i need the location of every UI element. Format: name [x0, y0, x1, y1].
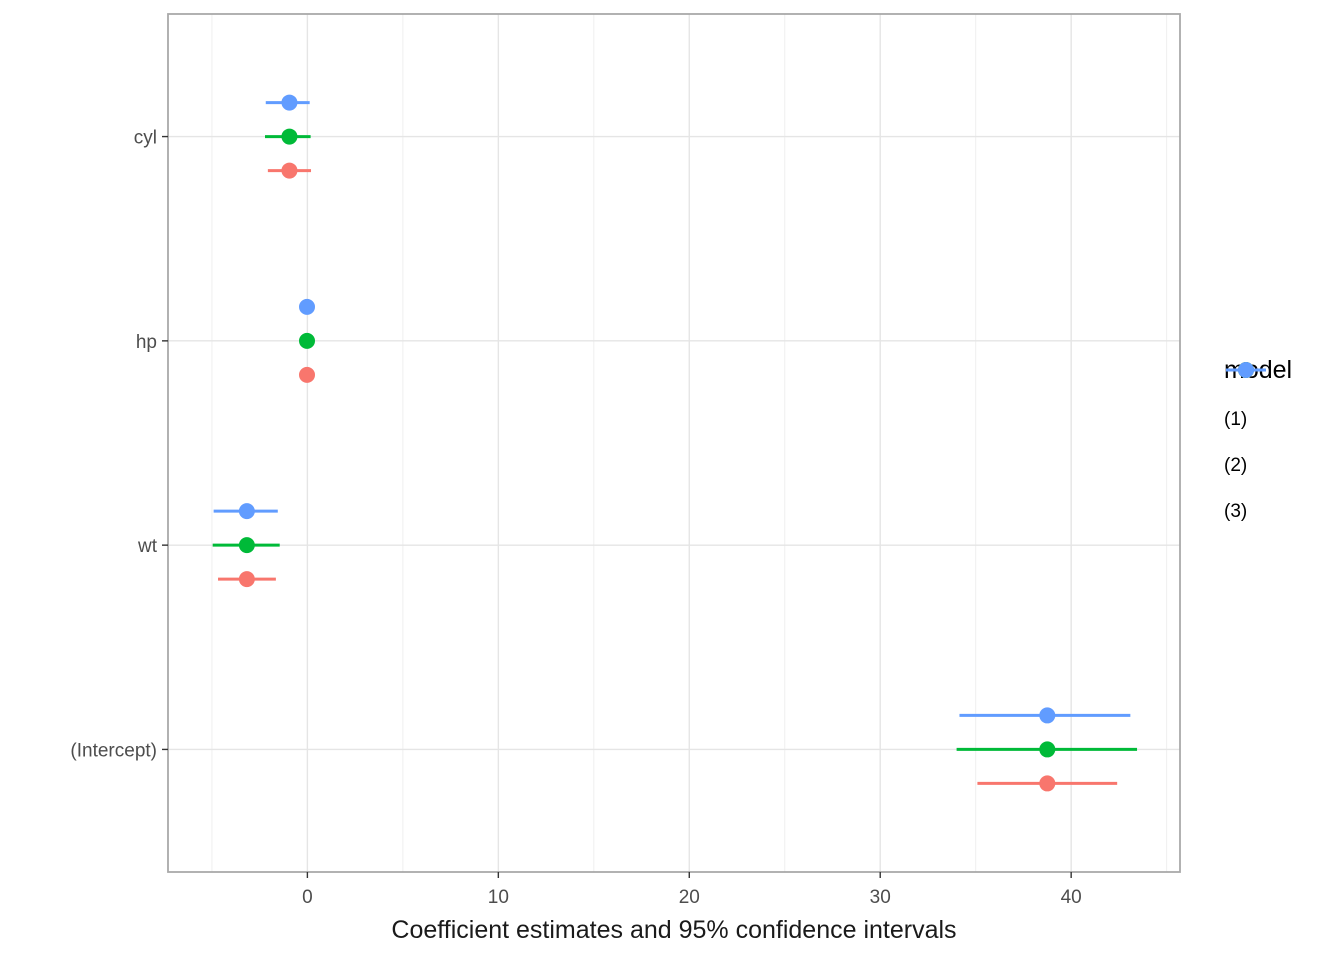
panel-background [168, 14, 1180, 872]
estimate-dot [238, 503, 255, 520]
estimate-dot [299, 298, 316, 315]
estimate-dot [1039, 775, 1056, 792]
estimate-dot [281, 94, 298, 111]
legend-key-dot [1238, 362, 1254, 378]
estimate-dot [238, 571, 255, 588]
legend-items: (1) (2) (3) [1224, 362, 1292, 535]
y-tick-label: (Intercept) [70, 740, 157, 761]
legend-item: (2) [1224, 362, 1292, 489]
estimate-dot [299, 366, 316, 383]
estimate-dot [299, 332, 316, 349]
x-tick-label: 40 [1061, 887, 1082, 908]
estimate-dot [281, 128, 298, 145]
estimate-dot [1039, 707, 1056, 724]
legend-item-label: (2) [1224, 455, 1248, 476]
legend: model (1) (2) (3) [1224, 355, 1292, 535]
y-tick-label: hp [136, 332, 157, 353]
x-axis-title: Coefficient estimates and 95% confidence… [391, 916, 957, 944]
panel-border [167, 13, 1181, 873]
x-tick-label: 0 [302, 887, 313, 908]
x-tick-label: 20 [679, 887, 700, 908]
legend-item-label: (3) [1224, 501, 1248, 522]
x-tick-label: 10 [488, 887, 509, 908]
y-tick-label: wt [137, 536, 158, 557]
estimate-dot [1039, 741, 1056, 758]
y-tick-label: cyl [134, 128, 157, 149]
estimate-dot [238, 537, 255, 554]
x-tick-label: 30 [870, 887, 891, 908]
legend-key-icon [1226, 362, 1266, 378]
estimate-dot [281, 162, 298, 179]
legend-item: (1) [1224, 362, 1292, 443]
legend-item-label: (1) [1224, 409, 1248, 430]
legend-item: (3) [1224, 362, 1292, 535]
